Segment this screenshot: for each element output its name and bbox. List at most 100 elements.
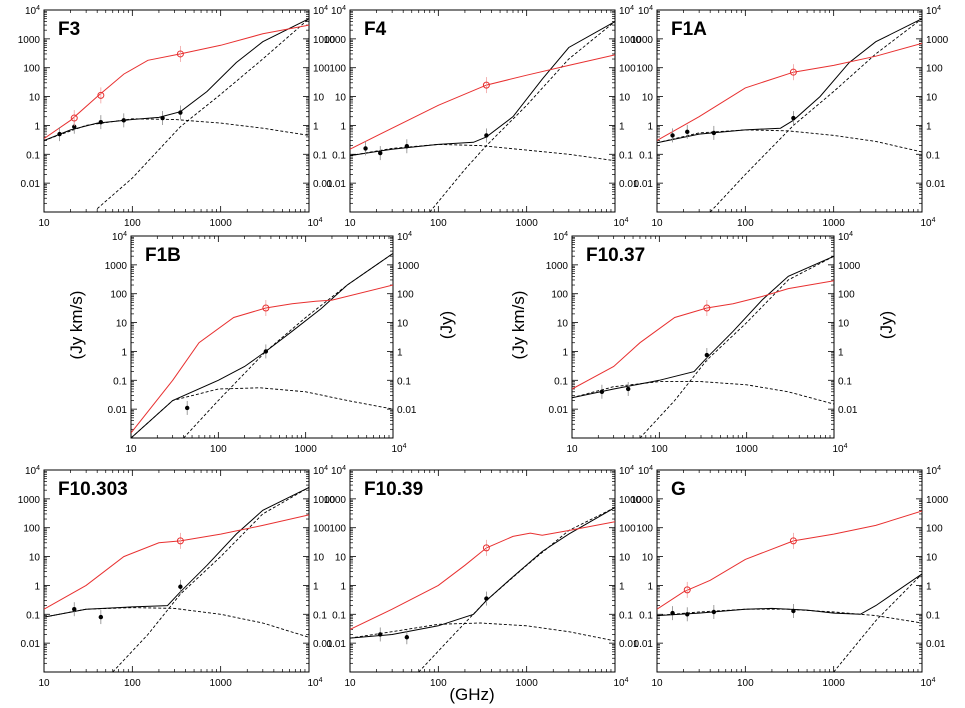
y-tick-label-left: 104 [638,465,653,477]
line-flux-data-point [262,304,270,312]
y-tick-label-right: 1000 [926,495,949,506]
y-tick-label-left: 0.1 [639,610,653,621]
y-tick-label-left: 10 [116,319,128,330]
y-tick-label-right: 100 [926,524,943,535]
y-tick-label-right: 0.1 [619,610,633,621]
y-tick-label-right: 0.1 [313,150,327,161]
continuum-model-curve [657,573,922,617]
y-tick-label-right: 0.1 [926,610,940,621]
y-tick-label-right: 0.1 [926,150,940,161]
x-tick-label: 104 [832,443,847,455]
panel-title: F1A [671,19,707,40]
line-flux-data-point [176,50,184,58]
line-flux-data-point [482,544,490,552]
y-tick-label-right: 100 [619,524,636,535]
panel-frame [349,9,616,213]
line-flux-model-curve [572,280,834,390]
free-free-dashed-curve [44,607,309,638]
continuum-data-point [160,115,165,121]
y-tick-label-left: 0.01 [634,179,654,190]
continuum-data-point [404,635,410,640]
y-axis-label-left-1: (Jy km/s) [67,291,86,360]
y-axis-label-right-1: (Jy) [437,311,456,339]
x-tick-label: 104 [307,677,322,689]
y-tick-label-left: 10 [29,553,41,564]
y-tick-label-right: 0.1 [838,376,852,387]
curves [44,18,309,210]
dust-dashed-curve [96,18,309,210]
panel-5: 10 100 1000 104 0.01 0.01 0.1 0.1 1 1 10 10 100 100 10… [546,231,861,455]
y-tick-label-left: 104 [25,465,40,477]
x-tick-label: 100 [430,218,447,229]
continuum-data-point [791,608,796,614]
y-tick-label-left: 1 [340,121,346,132]
y-tick-label-right: 104 [619,5,634,17]
line-flux-data-point [703,304,711,312]
y-tick-label-right: 0.01 [619,639,639,650]
line-flux-data-point [683,586,691,594]
y-tick-label-left: 1000 [546,261,569,272]
continuum-data-point [72,607,77,612]
panel-frame [656,469,923,673]
y-tick-label-left: 0.01 [634,639,654,650]
line-flux-model-curve [657,510,922,610]
continuum-data-point [184,405,190,411]
x-tick-label: 1000 [823,678,846,689]
y-tick-label-left: 1 [34,121,40,132]
panel-title: F10.37 [586,245,645,266]
panel-7: 10 100 1000 104 0.01 0.01 0.1 0.1 1 1 10 10 100 100 10… [324,465,642,689]
y-tick-label-left: 1000 [18,35,41,46]
y-tick-label-left: 0.01 [108,405,128,416]
panel-frame [43,9,310,213]
continuum-model-curve [572,255,834,399]
y-tick-label-left: 10 [335,93,347,104]
y-tick-label-left: 100 [110,290,127,301]
y-axis-label-right-2: (Jy) [877,311,896,339]
y-tick-label-left: 0.1 [113,376,127,387]
y-tick-label-left: 10 [642,553,654,564]
panel-frame [43,469,310,673]
y-tick-label-right: 1000 [838,261,861,272]
y-tick-label-left: 104 [112,231,127,243]
panel-frame [656,9,923,213]
y-tick-label-left: 0.01 [327,179,347,190]
free-free-dashed-curve [44,118,309,141]
continuum-data-point [378,632,383,637]
x-tick-label: 100 [737,218,754,229]
y-tick-label-left: 0.1 [332,150,346,161]
y-tick-label-right: 1000 [619,35,642,46]
panel-title: F1B [145,245,181,266]
panel-frame [130,235,394,439]
panel-title: F10.303 [58,479,128,500]
free-free-dashed-curve [131,387,393,438]
x-tick-label: 104 [920,677,935,689]
y-tick-label-right: 10 [397,319,409,330]
y-tick-label-left: 1000 [18,495,41,506]
y-tick-label-right: 0.1 [397,376,411,387]
x-tick-label: 104 [920,217,935,229]
continuum-data-point [711,609,717,615]
x-tick-label: 10 [651,678,663,689]
y-tick-label-right: 1 [926,121,932,132]
panel-title: F10.39 [364,479,423,500]
y-tick-label-left: 0.01 [327,639,347,650]
line-flux-model-curve [131,284,393,434]
y-tick-label-right: 100 [838,290,855,301]
continuum-data-point [98,614,104,620]
free-free-dashed-curve [350,622,615,642]
continuum-data-point [57,131,62,137]
y-tick-label-left: 0.01 [21,179,41,190]
y-tick-label-left: 1 [562,347,568,358]
x-tick-label: 1000 [516,218,539,229]
continuum-data-point [685,129,690,135]
x-tick-label: 104 [613,677,628,689]
y-tick-label-left: 104 [638,5,653,17]
line-flux-model-curve [657,42,922,141]
x-tick-label: 100 [124,678,141,689]
continuum-model-curve [350,507,615,639]
dust-dashed-curve [833,573,922,672]
y-tick-label-left: 1000 [631,495,654,506]
y-tick-label-right: 100 [619,64,636,75]
y-tick-label-right: 1 [619,121,625,132]
